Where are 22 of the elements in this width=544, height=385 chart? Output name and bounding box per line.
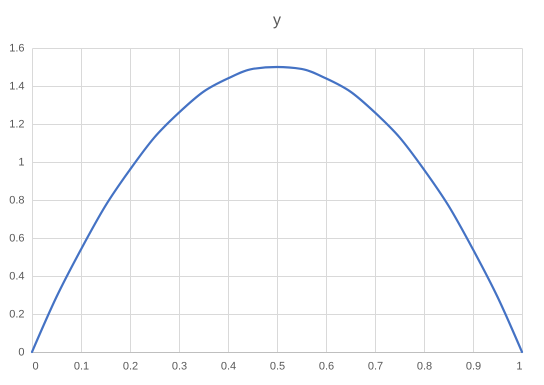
- chart-title: y: [273, 12, 281, 29]
- x-tick-label: 0.5: [270, 360, 286, 372]
- x-tick-label: 0: [32, 360, 39, 372]
- x-tick-label: 0.1: [74, 360, 90, 372]
- x-tick-label: 1: [516, 360, 522, 372]
- y-tick-label: 1.2: [9, 118, 24, 130]
- x-tick-label: 0.9: [466, 360, 482, 372]
- x-tick-label: 0.8: [416, 360, 432, 372]
- y-tick-label: 0.2: [9, 308, 24, 320]
- y-tick-label: 1.6: [9, 42, 24, 54]
- x-tick-label: 0.2: [122, 360, 138, 372]
- x-tick-label: 0.6: [318, 360, 334, 372]
- y-tick-label: 0.6: [9, 232, 24, 244]
- y-tick-label: 0.4: [9, 270, 24, 282]
- y-tick-label: 0: [18, 346, 24, 358]
- y-tick-label: 0.8: [9, 194, 24, 206]
- x-tick-label: 0.7: [368, 360, 384, 372]
- y-tick-label: 1.4: [9, 80, 24, 92]
- x-tick-label: 0.3: [172, 360, 188, 372]
- y-tick-label: 1: [18, 156, 24, 168]
- x-tick-label: 0.4: [220, 360, 236, 372]
- line-series: [30, 66, 524, 354]
